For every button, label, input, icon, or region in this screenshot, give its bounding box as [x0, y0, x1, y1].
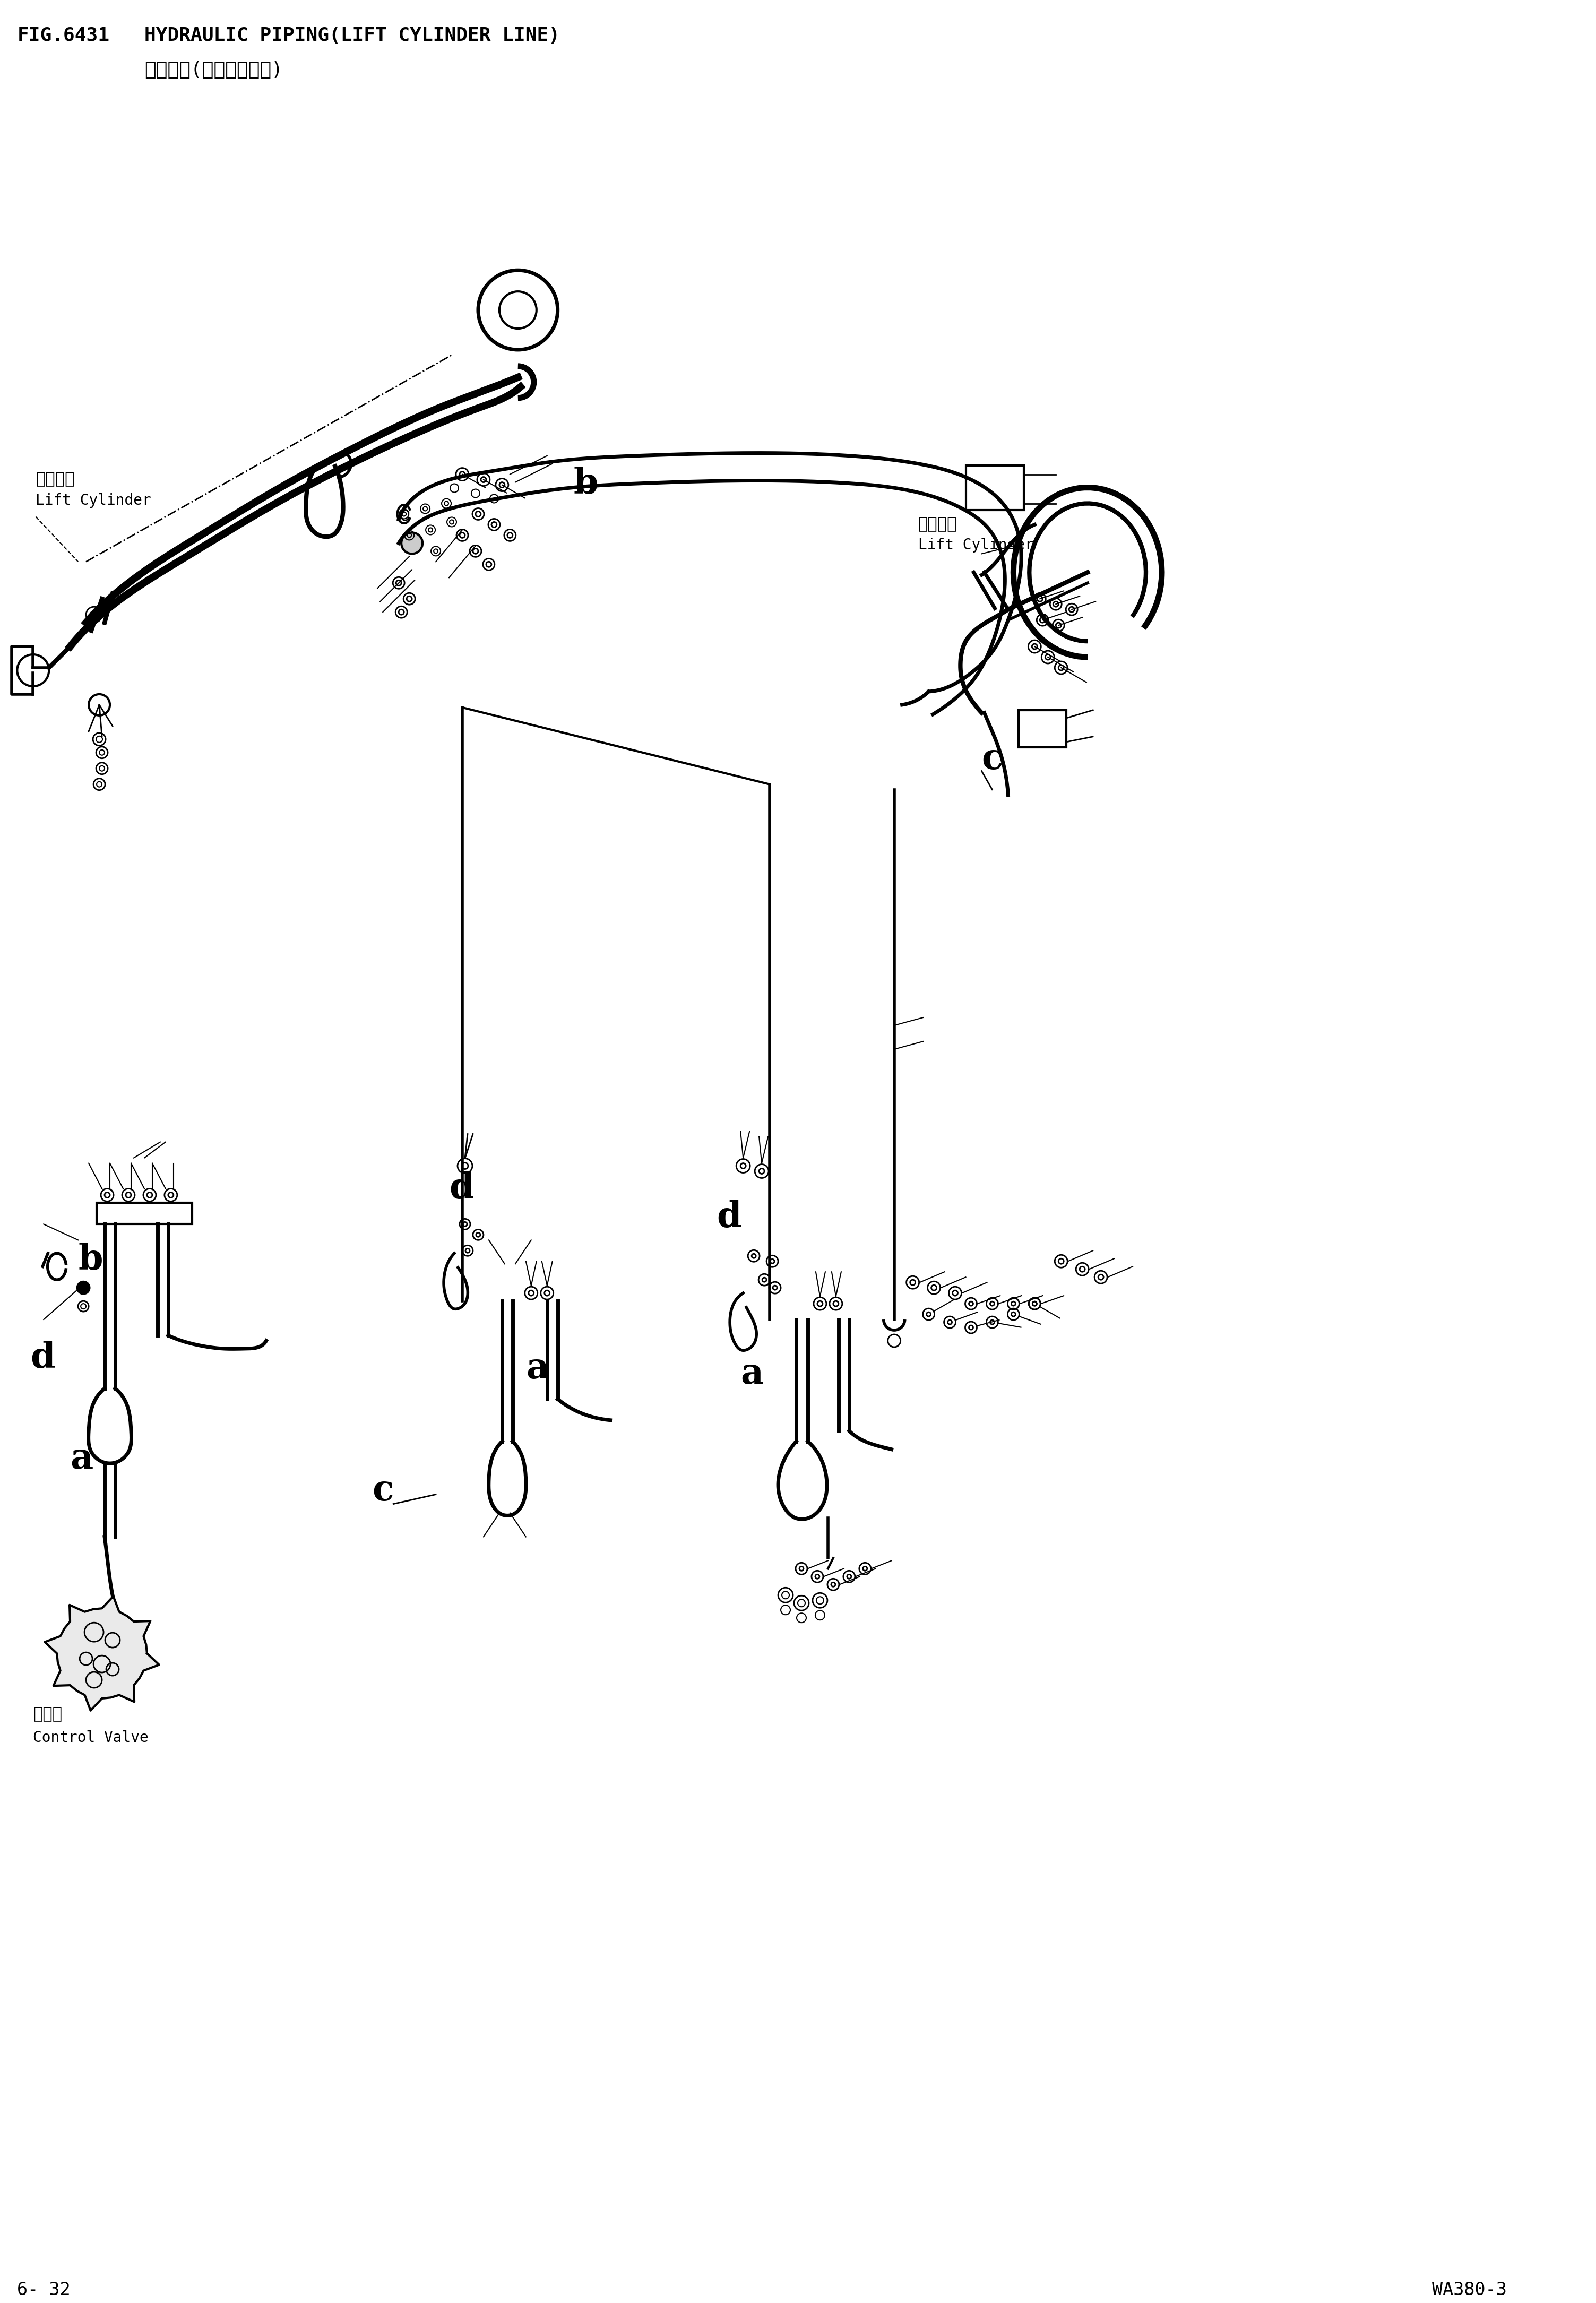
Bar: [1018, 709, 1066, 746]
Text: Lift Cylinder: Lift Cylinder: [918, 539, 1034, 553]
Text: d: d: [448, 1172, 474, 1207]
Text: 控制阀: 控制阀: [34, 1707, 62, 1723]
Text: 举升油缸: 举升油缸: [918, 516, 958, 532]
Text: b: b: [78, 1244, 102, 1278]
Text: 6- 32: 6- 32: [18, 2282, 70, 2298]
Text: FIG.6431: FIG.6431: [18, 28, 110, 44]
Text: WA380-3: WA380-3: [1432, 2282, 1507, 2298]
Text: 液压配管(举升油缸配管): 液压配管(举升油缸配管): [144, 60, 282, 78]
Text: Lift Cylinder: Lift Cylinder: [35, 493, 152, 507]
Circle shape: [77, 1280, 89, 1294]
Text: d: d: [717, 1200, 742, 1234]
Bar: [97, 1202, 192, 1225]
Text: b: b: [573, 465, 598, 500]
Text: a: a: [527, 1352, 549, 1386]
Text: a: a: [741, 1356, 763, 1391]
Bar: [966, 465, 1025, 511]
Text: 举升油缸: 举升油缸: [35, 472, 75, 486]
Text: a: a: [70, 1442, 93, 1476]
Polygon shape: [45, 1596, 160, 1711]
Text: c: c: [372, 1474, 394, 1508]
Circle shape: [401, 532, 423, 553]
Text: HYDRAULIC PIPING(LIFT CYLINDER LINE): HYDRAULIC PIPING(LIFT CYLINDER LINE): [144, 28, 560, 44]
Text: d: d: [30, 1340, 56, 1375]
Text: Control Valve: Control Valve: [34, 1730, 148, 1746]
Text: c: c: [982, 742, 1004, 776]
